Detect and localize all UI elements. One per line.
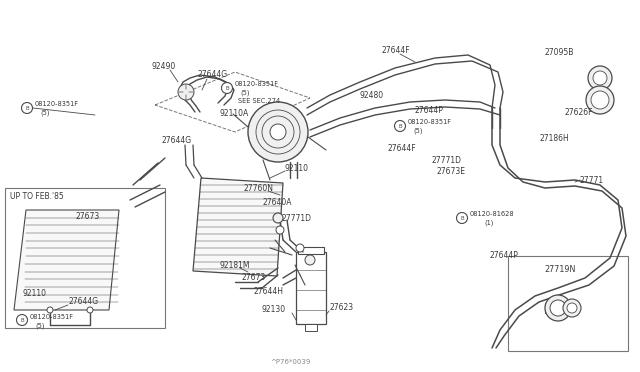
Circle shape <box>262 116 294 148</box>
Text: 27719N: 27719N <box>544 266 575 275</box>
Text: 27644P: 27644P <box>415 106 444 115</box>
Text: 92490: 92490 <box>152 61 176 71</box>
Bar <box>305 324 317 331</box>
Text: (5): (5) <box>40 110 49 116</box>
Text: 27623: 27623 <box>330 304 354 312</box>
Text: 27760N: 27760N <box>244 183 274 192</box>
Text: 08120-8351F: 08120-8351F <box>30 314 74 320</box>
Circle shape <box>178 84 194 100</box>
Text: SEE SEC.274: SEE SEC.274 <box>238 98 280 104</box>
Circle shape <box>550 300 566 316</box>
Polygon shape <box>193 178 283 276</box>
Circle shape <box>567 303 577 313</box>
Circle shape <box>296 244 304 252</box>
Circle shape <box>591 91 609 109</box>
Bar <box>508 256 628 351</box>
Text: B: B <box>225 86 229 90</box>
Text: (5): (5) <box>413 128 422 134</box>
Text: B: B <box>398 124 402 128</box>
Text: UP TO FEB.'85: UP TO FEB.'85 <box>10 192 64 201</box>
Text: B: B <box>460 215 464 221</box>
Polygon shape <box>14 210 119 310</box>
Circle shape <box>17 314 28 326</box>
Circle shape <box>545 295 571 321</box>
Text: 92110A: 92110A <box>220 109 249 118</box>
Text: 08120-8351F: 08120-8351F <box>35 101 79 107</box>
Text: B: B <box>25 106 29 110</box>
Text: 27095B: 27095B <box>545 48 574 57</box>
Text: 27644G: 27644G <box>162 135 192 144</box>
Bar <box>298 247 324 254</box>
Circle shape <box>456 212 467 224</box>
Circle shape <box>276 226 284 234</box>
Text: 27644G: 27644G <box>68 298 98 307</box>
Text: 27644G: 27644G <box>197 70 227 78</box>
Text: (5): (5) <box>35 323 45 329</box>
Text: 27673E: 27673E <box>437 167 466 176</box>
Text: 92480: 92480 <box>360 90 384 99</box>
Circle shape <box>87 307 93 313</box>
Text: ^P76*0039: ^P76*0039 <box>270 359 310 365</box>
Text: 08120-8351F: 08120-8351F <box>235 81 279 87</box>
Circle shape <box>593 71 607 85</box>
Text: 27771D: 27771D <box>432 155 462 164</box>
Text: 92110: 92110 <box>22 289 46 298</box>
Text: 27186H: 27186H <box>540 134 570 142</box>
Text: 27644F: 27644F <box>382 45 411 55</box>
Text: 08120-8351F: 08120-8351F <box>408 119 452 125</box>
Circle shape <box>22 103 33 113</box>
Circle shape <box>47 307 53 313</box>
Text: 27640A: 27640A <box>263 198 292 206</box>
Circle shape <box>270 124 286 140</box>
Text: 27644F: 27644F <box>388 144 417 153</box>
Text: 27673: 27673 <box>242 273 266 282</box>
Text: 92181M: 92181M <box>220 260 250 269</box>
Text: 27673: 27673 <box>75 212 99 221</box>
Text: B: B <box>20 317 24 323</box>
Text: (5): (5) <box>240 90 250 96</box>
Text: 08120-81628: 08120-81628 <box>470 211 515 217</box>
Circle shape <box>305 255 315 265</box>
Circle shape <box>248 102 308 162</box>
Circle shape <box>563 299 581 317</box>
Circle shape <box>273 213 283 223</box>
Text: (1): (1) <box>484 220 493 226</box>
Text: 92130: 92130 <box>262 305 286 314</box>
Text: 27644H: 27644H <box>254 286 284 295</box>
Circle shape <box>394 121 406 131</box>
Circle shape <box>588 66 612 90</box>
Text: 27771: 27771 <box>580 176 604 185</box>
Text: 27644P: 27644P <box>490 250 519 260</box>
Text: 92110: 92110 <box>285 164 309 173</box>
Bar <box>296 252 326 324</box>
Text: 27771D: 27771D <box>282 214 312 222</box>
Circle shape <box>586 86 614 114</box>
Text: 27626F: 27626F <box>565 108 593 116</box>
Circle shape <box>256 110 300 154</box>
Circle shape <box>221 83 232 93</box>
Bar <box>5 188 165 328</box>
